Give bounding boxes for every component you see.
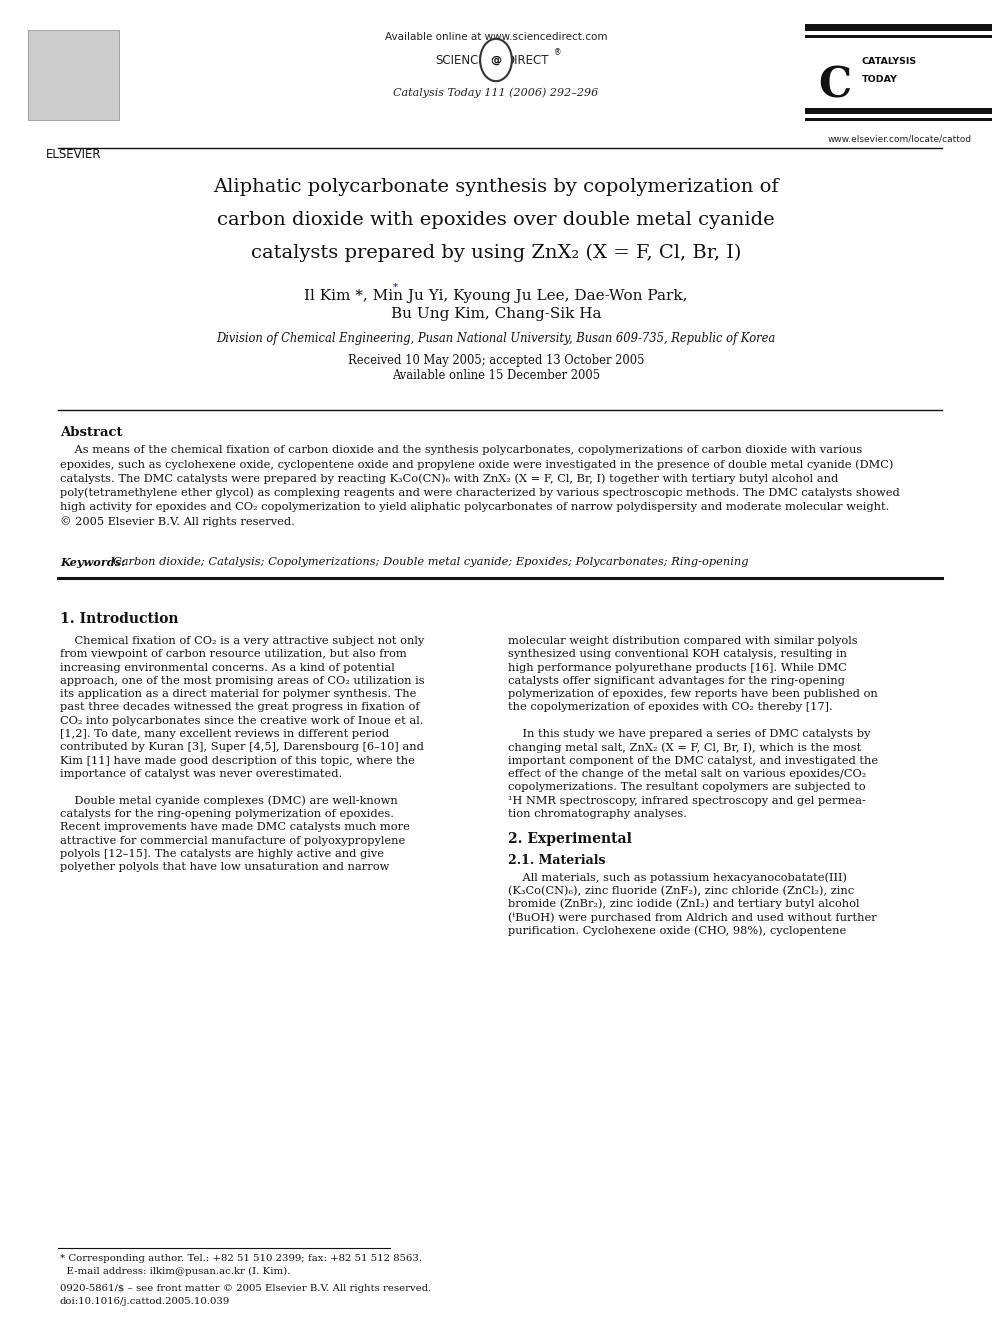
Text: www.elsevier.com/locate/cattod: www.elsevier.com/locate/cattod [828,134,972,143]
Text: Division of Chemical Engineering, Pusan National University, Busan 609-735, Repu: Division of Chemical Engineering, Pusan … [216,332,776,345]
Text: bromide (ZnBr₂), zinc iodide (ZnI₂) and tertiary butyl alcohol: bromide (ZnBr₂), zinc iodide (ZnI₂) and … [508,898,859,909]
Text: molecular weight distribution compared with similar polyols: molecular weight distribution compared w… [508,636,858,646]
Text: Catalysis Today 111 (2006) 292–296: Catalysis Today 111 (2006) 292–296 [394,87,598,98]
Text: 0920-5861/$ – see front matter © 2005 Elsevier B.V. All rights reserved.: 0920-5861/$ – see front matter © 2005 El… [60,1285,432,1293]
Text: its application as a direct material for polymer synthesis. The: its application as a direct material for… [60,689,417,699]
Text: ¹H NMR spectroscopy, infrared spectroscopy and gel permea-: ¹H NMR spectroscopy, infrared spectrosco… [508,795,866,806]
Text: Chemical fixation of CO₂ is a very attractive subject not only: Chemical fixation of CO₂ is a very attra… [60,636,425,646]
Text: CATALYSIS: CATALYSIS [862,57,918,66]
Text: Aliphatic polycarbonate synthesis by copolymerization of: Aliphatic polycarbonate synthesis by cop… [213,179,779,196]
Text: SCIENCE: SCIENCE [435,53,486,66]
Text: Keywords:: Keywords: [60,557,126,568]
Text: In this study we have prepared a series of DMC catalysts by: In this study we have prepared a series … [508,729,871,740]
Text: Il Kim *, Min Ju Yi, Kyoung Ju Lee, Dae-Won Park,: Il Kim *, Min Ju Yi, Kyoung Ju Lee, Dae-… [305,288,687,303]
Text: As means of the chemical fixation of carbon dioxide and the synthesis polycarbon: As means of the chemical fixation of car… [60,445,862,455]
Circle shape [480,38,512,81]
Text: Received 10 May 2005; accepted 13 October 2005: Received 10 May 2005; accepted 13 Octobe… [348,355,644,366]
Bar [805,24,992,30]
Text: polymerization of epoxides, few reports have been published on: polymerization of epoxides, few reports … [508,689,878,699]
Text: epoxides, such as cyclohexene oxide, cyclopentene oxide and propylene oxide were: epoxides, such as cyclohexene oxide, cyc… [60,459,894,470]
Text: purification. Cyclohexene oxide (CHO, 98%), cyclopentene: purification. Cyclohexene oxide (CHO, 98… [508,925,846,935]
Text: polyols [12–15]. The catalysts are highly active and give: polyols [12–15]. The catalysts are highl… [60,849,384,859]
Text: * Corresponding author. Tel.: +82 51 510 2399; fax: +82 51 512 8563.: * Corresponding author. Tel.: +82 51 510… [60,1254,423,1263]
Text: C: C [818,64,851,106]
Text: attractive for commercial manufacture of polyoxypropylene: attractive for commercial manufacture of… [60,836,406,845]
Text: tion chromatography analyses.: tion chromatography analyses. [508,808,687,819]
Text: Bu Ung Kim, Chang-Sik Ha: Bu Ung Kim, Chang-Sik Ha [391,307,601,321]
Text: carbon dioxide with epoxides over double metal cyanide: carbon dioxide with epoxides over double… [217,210,775,229]
Text: 1. Introduction: 1. Introduction [60,613,179,626]
Text: All materials, such as potassium hexacyanocobatate(III): All materials, such as potassium hexacya… [508,872,847,882]
Text: Available online 15 December 2005: Available online 15 December 2005 [392,369,600,382]
Text: catalysts for the ring-opening polymerization of epoxides.: catalysts for the ring-opening polymeriz… [60,808,394,819]
Text: Available online at www.sciencedirect.com: Available online at www.sciencedirect.co… [385,32,607,42]
Text: catalysts offer significant advantages for the ring-opening: catalysts offer significant advantages f… [508,676,845,685]
Bar [805,108,992,114]
Text: polyether polyols that have low unsaturation and narrow: polyether polyols that have low unsatura… [60,863,390,872]
Text: 2.1. Materials: 2.1. Materials [508,855,605,867]
Text: copolymerizations. The resultant copolymers are subjected to: copolymerizations. The resultant copolym… [508,782,866,792]
Bar [28,30,119,120]
Bar [805,118,992,120]
Text: from viewpoint of carbon resource utilization, but also from: from viewpoint of carbon resource utiliz… [60,650,407,659]
Text: ®: ® [554,48,561,57]
Text: Kim [11] have made good description of this topic, where the: Kim [11] have made good description of t… [60,755,415,766]
Text: catalysts prepared by using ZnX₂ (X = F, Cl, Br, I): catalysts prepared by using ZnX₂ (X = F,… [251,243,741,262]
Text: catalysts. The DMC catalysts were prepared by reacting K₃Co(CN)₆ with ZnX₂ (X = : catalysts. The DMC catalysts were prepar… [60,474,838,484]
Text: high performance polyurethane products [16]. While DMC: high performance polyurethane products [… [508,663,847,672]
Text: doi:10.1016/j.cattod.2005.10.039: doi:10.1016/j.cattod.2005.10.039 [60,1297,230,1306]
Text: Recent improvements have made DMC catalysts much more: Recent improvements have made DMC cataly… [60,822,410,832]
Text: high activity for epoxides and CO₂ copolymerization to yield aliphatic polycarbo: high activity for epoxides and CO₂ copol… [60,501,890,512]
Text: important component of the DMC catalyst, and investigated the: important component of the DMC catalyst,… [508,755,878,766]
Text: E-mail address: ilkim@pusan.ac.kr (I. Kim).: E-mail address: ilkim@pusan.ac.kr (I. Ki… [60,1267,291,1277]
Bar [805,34,992,38]
Text: Carbon dioxide; Catalysis; Copolymerizations; Double metal cyanide; Epoxides; Po: Carbon dioxide; Catalysis; Copolymerizat… [113,557,749,568]
Text: @: @ [490,56,502,65]
Text: *: * [393,283,398,292]
Text: Double metal cyanide complexes (DMC) are well-known: Double metal cyanide complexes (DMC) are… [60,795,398,806]
Text: effect of the change of the metal salt on various epoxides/CO₂: effect of the change of the metal salt o… [508,769,866,779]
Text: [1,2]. To date, many excellent reviews in different period: [1,2]. To date, many excellent reviews i… [60,729,389,740]
Text: changing metal salt, ZnX₂ (X = F, Cl, Br, I), which is the most: changing metal salt, ZnX₂ (X = F, Cl, Br… [508,742,861,753]
Text: Abstract: Abstract [60,426,122,439]
Text: past three decades witnessed the great progress in fixation of: past three decades witnessed the great p… [60,703,420,713]
Text: poly(tetramethylene ether glycol) as complexing reagents and were characterized : poly(tetramethylene ether glycol) as com… [60,488,900,499]
Text: 2. Experimental: 2. Experimental [508,832,632,847]
Text: CO₂ into polycarbonates since the creative work of Inoue et al.: CO₂ into polycarbonates since the creati… [60,716,424,726]
Text: TODAY: TODAY [862,74,898,83]
Text: (K₃Co(CN)₆), zinc fluoride (ZnF₂), zinc chloride (ZnCl₂), zinc: (K₃Co(CN)₆), zinc fluoride (ZnF₂), zinc … [508,885,854,896]
Text: DIRECT: DIRECT [506,53,550,66]
Text: importance of catalyst was never overestimated.: importance of catalyst was never overest… [60,769,342,779]
Text: increasing environmental concerns. As a kind of potential: increasing environmental concerns. As a … [60,663,395,672]
Text: synthesized using conventional KOH catalysis, resulting in: synthesized using conventional KOH catal… [508,650,847,659]
Text: approach, one of the most promising areas of CO₂ utilization is: approach, one of the most promising area… [60,676,425,685]
Text: (ᵗBuOH) were purchased from Aldrich and used without further: (ᵗBuOH) were purchased from Aldrich and … [508,912,877,922]
Text: © 2005 Elsevier B.V. All rights reserved.: © 2005 Elsevier B.V. All rights reserved… [60,516,295,527]
Text: the copolymerization of epoxides with CO₂ thereby [17].: the copolymerization of epoxides with CO… [508,703,832,713]
Text: ELSEVIER: ELSEVIER [47,148,102,161]
Text: contributed by Kuran [3], Super [4,5], Darensbourg [6–10] and: contributed by Kuran [3], Super [4,5], D… [60,742,424,753]
